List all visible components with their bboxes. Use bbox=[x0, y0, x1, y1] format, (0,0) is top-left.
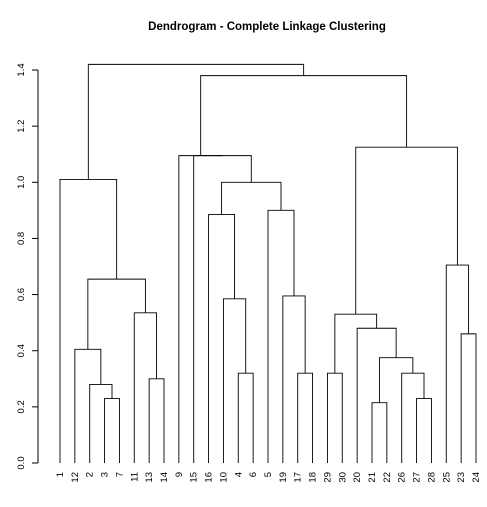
dendrogram-link bbox=[378, 357, 414, 403]
dendrogram-link bbox=[401, 372, 425, 463]
dendrogram-link bbox=[334, 313, 378, 374]
leaf-label: 20 bbox=[352, 472, 363, 483]
leaf-label: 19 bbox=[278, 472, 289, 483]
dendrogram-link bbox=[89, 383, 113, 463]
leaf-labels: 1 12 2 3 7 11 13 14 9 15 16 10 4 6 5 19 17 18 29 30 20 21 22 26… bbox=[55, 472, 482, 483]
leaf-label: 22 bbox=[382, 472, 393, 483]
leaf-label: 12 bbox=[70, 472, 81, 483]
dendrogram-link bbox=[297, 372, 314, 463]
leaf-label: 5 bbox=[263, 472, 274, 477]
dendrogram-link bbox=[460, 333, 477, 463]
dendrogram-link bbox=[104, 397, 120, 463]
leaf-label: 29 bbox=[322, 472, 333, 483]
dendrogram-link bbox=[193, 155, 252, 463]
dendrogram-link bbox=[200, 75, 408, 156]
dendrogram-link bbox=[74, 348, 102, 463]
dendrogram-link bbox=[356, 327, 397, 463]
leaf-label: 23 bbox=[456, 472, 467, 483]
y-axis: 0.0 0.2 0.4 0.6 0.8 1.0 1.2 1.4 bbox=[16, 63, 39, 470]
leaf-label: 7 bbox=[114, 472, 125, 477]
dendrogram-link bbox=[282, 295, 306, 463]
dendrogram-link bbox=[237, 372, 254, 463]
leaf-label: 24 bbox=[471, 472, 482, 483]
dendrogram-link bbox=[371, 402, 388, 463]
dendrogram-link bbox=[416, 397, 432, 463]
leaf-label: 21 bbox=[367, 472, 378, 483]
y-tick-label: 0.6 bbox=[16, 288, 27, 301]
leaf-label: 25 bbox=[441, 472, 452, 483]
y-tick-label: 1.0 bbox=[16, 176, 27, 189]
leaf-label: 3 bbox=[100, 472, 111, 477]
leaf-label: 17 bbox=[293, 472, 304, 483]
dendrogram-link bbox=[148, 378, 165, 463]
leaf-label: 11 bbox=[129, 472, 140, 482]
leaf-label: 26 bbox=[397, 472, 408, 483]
leaf-label: 2 bbox=[85, 472, 96, 477]
chart-title: Dendrogram - Complete Linkage Clustering bbox=[148, 21, 386, 33]
leaf-label: 16 bbox=[204, 472, 215, 483]
y-tick-label: 0.0 bbox=[16, 456, 27, 469]
y-tick-label: 0.2 bbox=[16, 400, 27, 413]
y-tick-label: 0.8 bbox=[16, 232, 27, 245]
dendrogram-link bbox=[355, 146, 458, 315]
leaf-label: 6 bbox=[248, 472, 259, 477]
dendrogram-link bbox=[59, 179, 118, 463]
dendrogram-branches bbox=[59, 63, 477, 463]
leaf-label: 30 bbox=[337, 472, 348, 483]
dendrogram-link bbox=[87, 278, 146, 350]
dendrogram-link bbox=[87, 63, 305, 180]
leaf-label: 9 bbox=[174, 472, 185, 477]
leaf-label: 10 bbox=[218, 472, 229, 483]
leaf-label: 18 bbox=[308, 472, 319, 483]
y-tick-label: 1.4 bbox=[16, 63, 27, 76]
leaf-label: 28 bbox=[426, 472, 437, 483]
y-tick-label: 1.2 bbox=[16, 120, 27, 133]
dendrogram-link bbox=[326, 372, 343, 463]
dendrogram-link bbox=[221, 181, 282, 215]
leaf-label: 13 bbox=[144, 472, 155, 483]
dendrogram-link bbox=[267, 209, 295, 463]
leaf-label: 4 bbox=[233, 472, 244, 477]
leaf-label: 27 bbox=[412, 472, 423, 483]
dendrogram-link bbox=[222, 298, 247, 463]
leaf-label: 1 bbox=[55, 472, 66, 477]
dendrogram-link bbox=[445, 264, 470, 463]
y-tick-label: 0.4 bbox=[16, 344, 27, 357]
dendrogram-link bbox=[133, 312, 158, 463]
dendrogram-link bbox=[208, 214, 236, 463]
dendrogram-link bbox=[178, 155, 223, 463]
leaf-label: 14 bbox=[159, 472, 170, 483]
leaf-label: 15 bbox=[189, 472, 200, 483]
